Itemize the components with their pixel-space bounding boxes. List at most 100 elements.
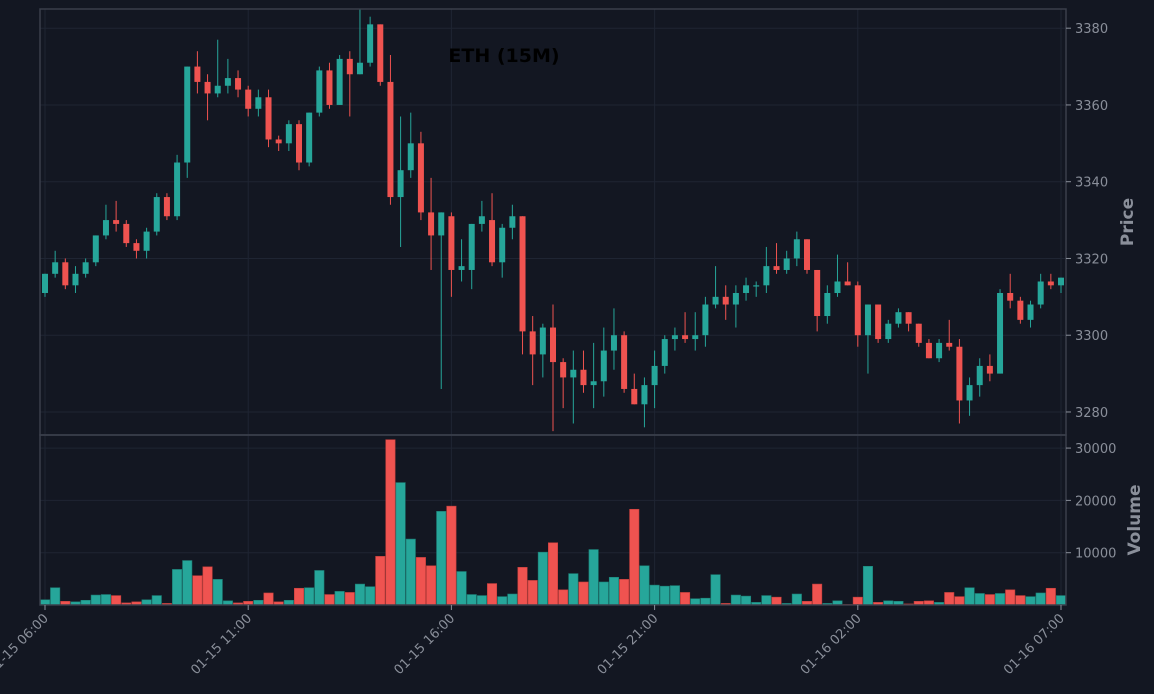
candle-body: [143, 231, 150, 251]
candle: [743, 277, 750, 301]
candle: [224, 58, 231, 94]
candle-body: [82, 262, 89, 274]
volume-bar: [90, 594, 101, 606]
candle-body: [458, 266, 465, 270]
candle: [1017, 296, 1024, 324]
candle-body: [905, 312, 912, 324]
candle: [458, 239, 465, 282]
candle: [702, 296, 709, 347]
candle-body: [732, 293, 739, 305]
candle: [1037, 273, 1044, 309]
candle-body: [336, 58, 343, 105]
candle: [346, 51, 353, 117]
candle: [326, 62, 333, 109]
candle: [82, 258, 89, 278]
candle-body: [753, 285, 760, 287]
candle: [986, 354, 993, 382]
candle: [123, 220, 130, 247]
candle: [570, 350, 577, 424]
candle: [661, 335, 668, 374]
volume-bar: [314, 570, 325, 606]
volume-bar: [415, 557, 426, 606]
candle-body: [489, 220, 496, 263]
candle: [844, 262, 851, 286]
candle-body: [539, 327, 546, 355]
candle-body: [184, 66, 191, 163]
candle-body: [966, 385, 973, 401]
volume-bar: [304, 587, 315, 606]
price-axis-title: Price: [1118, 198, 1138, 246]
candle: [356, 9, 363, 75]
volume-bar: [558, 589, 569, 606]
volume-bar: [426, 565, 437, 606]
candle: [946, 319, 953, 351]
candle: [997, 289, 1004, 374]
candle-body: [1007, 293, 1014, 301]
candle: [72, 266, 79, 293]
volume-bar: [741, 595, 752, 606]
candle-body: [194, 66, 201, 82]
candle: [285, 120, 292, 151]
price-tick-label: 3360: [1075, 99, 1108, 114]
candle: [468, 223, 475, 290]
volume-bar: [761, 595, 772, 606]
volume-bar: [385, 439, 396, 606]
candle: [783, 250, 790, 274]
candle-body: [783, 258, 790, 270]
candle-body: [316, 70, 323, 113]
candle-body: [1037, 281, 1044, 305]
candle-body: [895, 312, 902, 324]
candle-body: [915, 323, 922, 343]
volume-bar: [446, 505, 457, 606]
candle-body: [875, 304, 882, 340]
volume-bar: [344, 592, 355, 606]
candle-body: [946, 342, 953, 347]
candle-body: [722, 296, 729, 305]
candle: [143, 227, 150, 259]
candle-body: [621, 335, 628, 389]
volume-bar: [293, 587, 304, 606]
candle-body: [407, 143, 414, 171]
candle-body: [885, 323, 892, 340]
candle-body: [499, 227, 506, 263]
candle-body: [113, 220, 120, 224]
candle: [610, 308, 617, 370]
candle-body: [671, 335, 678, 340]
candle: [102, 204, 109, 240]
volume-bar: [547, 542, 558, 606]
candle-body: [702, 304, 709, 336]
candle: [722, 285, 729, 320]
candle-body: [92, 235, 99, 263]
volume-bar: [1025, 596, 1036, 606]
candle-body: [610, 335, 617, 351]
candle-body: [641, 385, 648, 405]
candle-body: [478, 216, 485, 224]
candle-body: [864, 304, 871, 336]
volume-bar: [954, 596, 965, 606]
candle-body: [570, 369, 577, 378]
candle-body: [428, 212, 435, 236]
volume-bar: [700, 597, 711, 606]
volume-axis-title: Volume: [1125, 484, 1145, 555]
candle: [550, 304, 556, 432]
candle: [499, 223, 506, 278]
candle-body: [224, 78, 231, 86]
volume-bar: [141, 599, 152, 606]
candle-body: [793, 239, 800, 259]
candle: [875, 304, 882, 343]
candle: [214, 39, 221, 98]
volume-bar: [405, 538, 416, 606]
candle: [621, 331, 628, 393]
candle-body: [814, 269, 821, 317]
candle-body: [275, 139, 282, 144]
volume-bar: [964, 587, 975, 606]
volume-bar: [639, 565, 650, 606]
candle-body: [285, 124, 292, 144]
volume-bar: [629, 508, 640, 606]
candle: [854, 281, 861, 347]
candle-body: [387, 81, 394, 198]
candle: [92, 235, 99, 267]
candle-body: [824, 293, 831, 317]
candle-body: [773, 266, 780, 270]
candle: [529, 316, 536, 386]
